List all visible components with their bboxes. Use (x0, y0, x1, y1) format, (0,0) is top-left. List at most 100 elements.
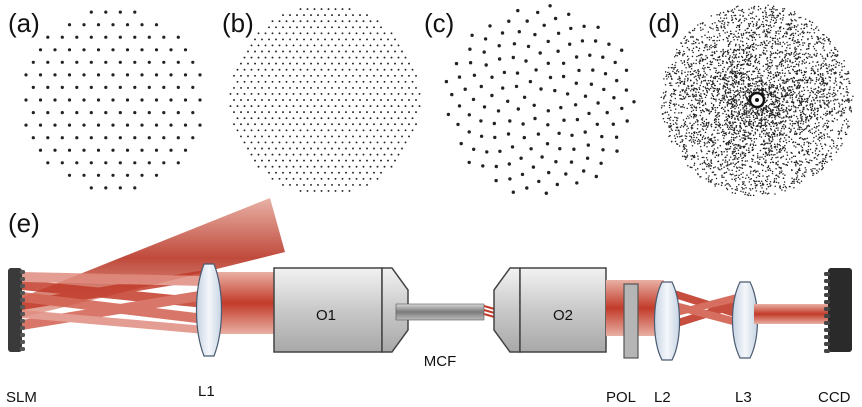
pattern-dot (783, 183, 785, 186)
pattern-dot (843, 119, 846, 122)
pattern-dot (692, 109, 695, 111)
pattern-dot (306, 32, 309, 35)
pattern-dot (264, 105, 267, 108)
pattern-dot (118, 35, 122, 39)
pattern-dot (738, 35, 740, 38)
pattern-dot (680, 80, 683, 83)
pattern-dot (320, 68, 323, 71)
pattern-dot (660, 96, 663, 99)
pattern-dot (688, 117, 690, 119)
pattern-dot (770, 18, 773, 21)
pattern-dot (383, 117, 386, 120)
pattern-dot (798, 61, 801, 63)
pattern-dot (689, 166, 692, 168)
pattern-dot (734, 174, 736, 177)
pattern-dot (838, 110, 840, 112)
pattern-dot (845, 78, 848, 80)
pattern-dot (671, 63, 674, 66)
pattern-dot (750, 120, 753, 123)
pattern-dot (754, 128, 757, 130)
pattern-dot (741, 48, 743, 51)
pattern-dot (674, 93, 676, 96)
pattern-dot (847, 100, 849, 102)
pattern-dot (706, 91, 709, 94)
pattern-dot (67, 148, 72, 152)
pattern-dot (678, 76, 681, 78)
pattern-dot (734, 192, 737, 195)
pattern-dot (772, 11, 775, 13)
pattern-dot (734, 154, 736, 157)
pattern-dot (334, 8, 337, 11)
pattern-dot (779, 151, 782, 153)
pattern-dot (681, 155, 684, 157)
pattern-dot (726, 92, 729, 94)
pattern-dot (701, 36, 703, 38)
pattern-dot (154, 23, 159, 27)
pattern-dot (714, 136, 716, 138)
pattern-dot (257, 141, 260, 144)
pattern-dot (390, 165, 393, 168)
pattern-dot (819, 116, 822, 118)
pattern-dot (104, 111, 108, 115)
pattern-dot (775, 127, 778, 130)
pattern-dot (53, 48, 57, 52)
panel-label-c: (c) (424, 8, 454, 38)
pattern-dot (788, 105, 790, 107)
pattern-dot (712, 153, 714, 155)
pattern-dot (770, 146, 772, 148)
pattern-dot (813, 53, 815, 55)
pattern-dot (306, 56, 309, 59)
pattern-dot (777, 43, 780, 45)
pattern-dot (769, 54, 772, 56)
pattern-dot (383, 141, 386, 144)
pattern-dot (497, 57, 502, 61)
pattern-dot (723, 140, 725, 143)
pattern-dot (348, 189, 351, 192)
pattern-dot (722, 68, 724, 71)
pattern-dot (762, 192, 765, 194)
pattern-dot (701, 156, 704, 159)
pattern-dot (682, 53, 684, 56)
pattern-dot (731, 143, 734, 145)
pattern-dot (674, 54, 677, 57)
pattern-dot (553, 16, 558, 21)
pattern-dot (743, 76, 745, 78)
pattern-dot (700, 150, 703, 153)
pattern-dot (722, 70, 724, 73)
pattern-dot (690, 67, 693, 70)
pattern-dot (714, 52, 716, 55)
pattern-dot (787, 64, 789, 66)
pattern-dot (46, 111, 50, 115)
pattern-dot (758, 161, 760, 164)
pattern-dot (472, 147, 476, 151)
pattern-dot (742, 72, 744, 74)
pattern-dot (783, 56, 786, 59)
pattern-dot (733, 53, 735, 56)
pattern-dot (345, 183, 347, 186)
pattern-dot (376, 32, 379, 35)
pattern-dot (243, 56, 246, 59)
pattern-dot (575, 117, 580, 122)
pattern-dot (815, 172, 818, 174)
pattern-dot (700, 82, 703, 84)
pattern-dot (715, 26, 718, 28)
pattern-dot (710, 110, 713, 113)
pattern-dot (814, 122, 817, 125)
pattern-dot (685, 137, 687, 140)
pattern-dot (785, 54, 787, 56)
pattern-dot (724, 132, 726, 135)
pattern-dot (788, 185, 791, 188)
pattern-dot (289, 62, 291, 65)
pattern-dot (278, 117, 281, 120)
pattern-dot (111, 148, 115, 152)
pattern-dot (373, 26, 375, 29)
pattern-dot (691, 49, 694, 52)
pattern-dot (783, 43, 786, 45)
pattern-dot (771, 45, 774, 47)
pattern-dot (67, 48, 72, 52)
pattern-dot (742, 137, 745, 139)
pattern-dot (768, 132, 770, 134)
pattern-dot (764, 15, 767, 18)
pattern-dot (796, 177, 798, 179)
pattern-dot (695, 59, 698, 61)
